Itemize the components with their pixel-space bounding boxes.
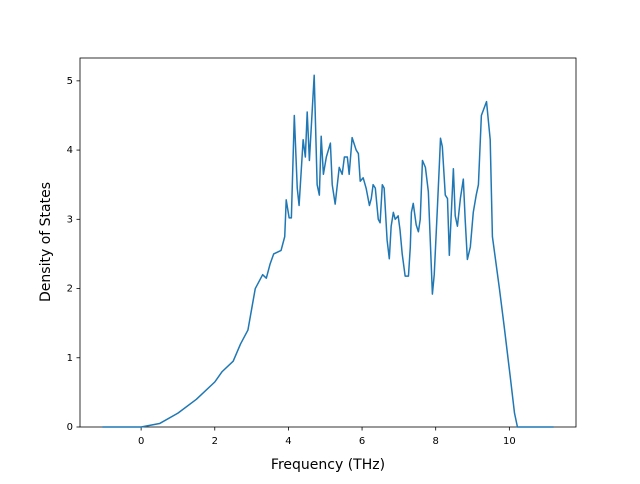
x-tick-label: 10 xyxy=(503,436,516,447)
y-tick-label: 2 xyxy=(67,284,73,295)
dos-line xyxy=(102,74,554,428)
y-tick-label: 3 xyxy=(67,214,73,225)
y-axis-label: Density of States xyxy=(38,182,54,302)
x-tick-label: 0 xyxy=(138,436,144,447)
x-axis-label: Frequency (THz) xyxy=(271,457,385,473)
x-tick-label: 2 xyxy=(212,436,218,447)
x-tick-label: 8 xyxy=(433,436,439,447)
y-tick-label: 0 xyxy=(67,422,73,433)
y-tick-label: 1 xyxy=(67,353,73,364)
x-tick-label: 6 xyxy=(359,436,365,447)
x-tick-label: 4 xyxy=(285,436,291,447)
plot-frame xyxy=(79,57,577,428)
y-tick-label: 5 xyxy=(67,76,73,87)
y-tick-label: 4 xyxy=(67,145,73,156)
